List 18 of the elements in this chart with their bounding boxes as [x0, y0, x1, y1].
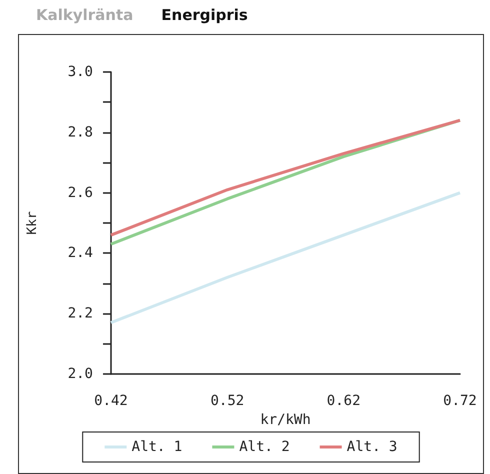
x-tick-label: 0.42 [94, 393, 128, 409]
chart-title: Energipris [161, 6, 248, 24]
legend-label: Alt. 3 [346, 439, 398, 455]
x-tick-label: 0.62 [326, 393, 361, 409]
y-tick-label: 2.8 [68, 124, 93, 140]
x-tick-label: 0.72 [443, 393, 477, 409]
y-tick-label: 2.6 [68, 184, 93, 201]
y-axis-title: Kkr [25, 211, 40, 235]
y-tick-label: 2.2 [68, 306, 93, 322]
legend-label: Alt. 1 [132, 439, 182, 455]
y-tick-label: 2.0 [68, 366, 93, 382]
x-tick-label: 0.52 [210, 393, 244, 409]
y-tick-label: 3.0 [68, 64, 93, 80]
legend-label: Alt. 2 [239, 439, 290, 455]
y-tick-label: 2.4 [68, 245, 93, 262]
line-series [110, 191, 462, 324]
x-axis-title: kr/kWh [260, 412, 311, 428]
text: Kalkylränta [36, 6, 134, 24]
